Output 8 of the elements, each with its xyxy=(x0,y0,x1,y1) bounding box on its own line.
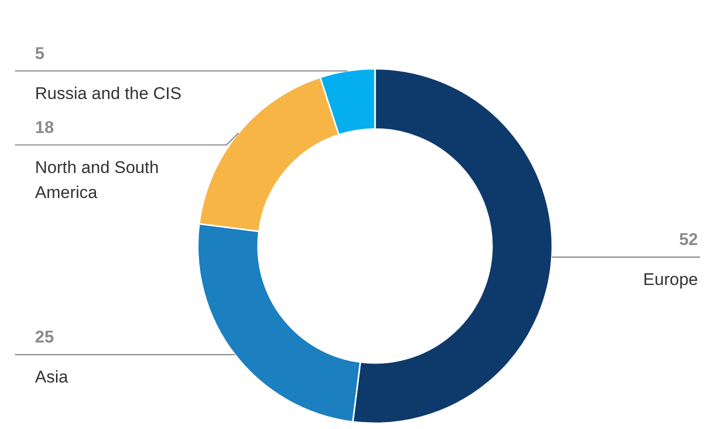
slice-label: Europe xyxy=(643,270,698,290)
data-label: 52 xyxy=(679,230,698,250)
slice-label: North and South America xyxy=(35,158,159,202)
slice-label: Russia and the CIS xyxy=(35,84,182,103)
slice-label: Asia xyxy=(35,368,69,387)
data-label: 5 xyxy=(35,44,44,63)
data-label: 25 xyxy=(35,328,54,347)
data-label: 18 xyxy=(35,118,54,137)
